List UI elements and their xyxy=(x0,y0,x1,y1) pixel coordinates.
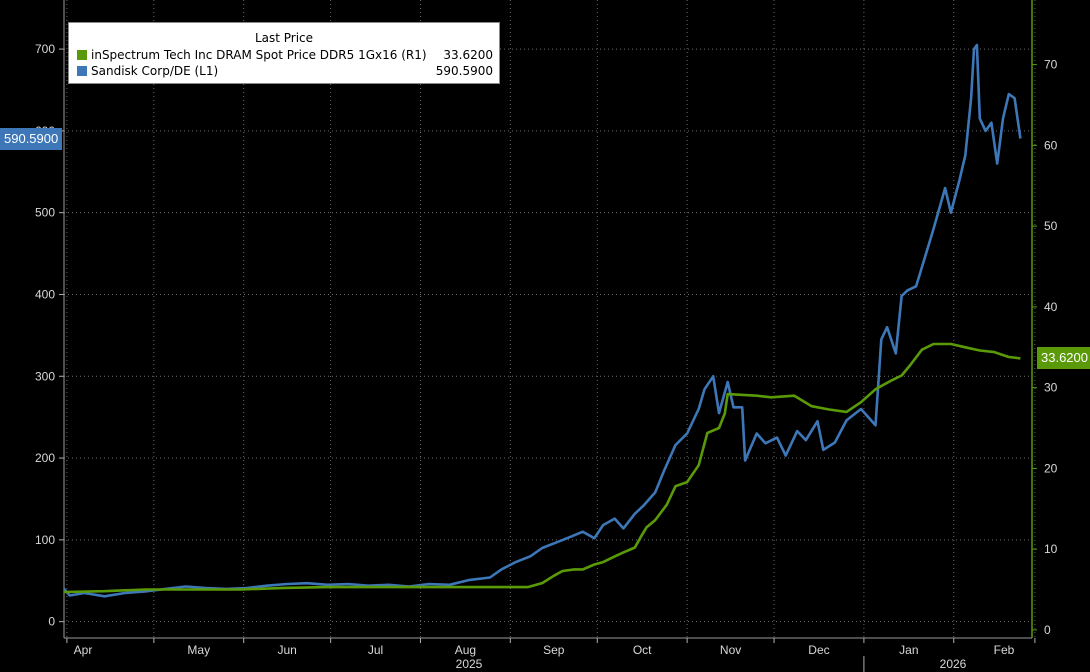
right-axis-tick-label: 70 xyxy=(1044,58,1058,72)
legend-label-dram: inSpectrum Tech Inc DRAM Spot Price DDR5… xyxy=(91,48,427,62)
x-axis-month-label: Sep xyxy=(543,643,565,657)
left-axis-tick-label: 500 xyxy=(35,206,55,220)
right-axis-tick-label: 20 xyxy=(1044,461,1058,475)
x-axis-month-label: May xyxy=(187,643,210,657)
x-axis-month-label: Jan xyxy=(899,643,918,657)
x-axis-month-label: Dec xyxy=(808,643,829,657)
x-axis-month-label: Aug xyxy=(455,643,476,657)
x-axis-month-label: Oct xyxy=(633,643,652,657)
right-axis-tick-label: 40 xyxy=(1044,300,1058,314)
grid-lines xyxy=(64,0,1036,638)
left-axis-tick-label: 100 xyxy=(35,533,55,547)
right-last-value-tag: 33.6200 xyxy=(1037,347,1090,370)
left-axis-tick-label: 300 xyxy=(35,369,55,383)
left-axis-tick-label: 200 xyxy=(35,451,55,465)
right-axis-tick-label: 30 xyxy=(1044,381,1058,395)
x-axis-month-label: Jun xyxy=(277,643,296,657)
x-axis-month-label: Jul xyxy=(368,643,383,657)
series-line-dram xyxy=(63,342,1021,594)
right-axis-tick-label: 0 xyxy=(1044,623,1051,637)
left-axis-tick-label: 0 xyxy=(48,615,55,629)
right-axis-tick-label: 10 xyxy=(1044,542,1058,556)
x-axis-month-label: Apr xyxy=(74,643,93,657)
x-axis-year-label: 2026 xyxy=(940,657,967,671)
series-line-sandisk xyxy=(63,43,1022,598)
legend-swatch-sandisk xyxy=(77,66,87,76)
right-axis-tick-label: 60 xyxy=(1044,138,1058,152)
x-axis-month-label: Feb xyxy=(994,643,1015,657)
legend-title: Last Price xyxy=(254,31,314,45)
right-axis-tick-label: 50 xyxy=(1044,219,1058,233)
left-last-value-tag: 590.5900 xyxy=(0,127,63,150)
left-axis-tick-label: 400 xyxy=(35,287,55,301)
x-axis-month-label: Nov xyxy=(720,643,741,657)
left-axis-tick-label: 700 xyxy=(35,42,55,56)
legend-entry-sandisk: Sandisk Corp/DE (L1) 590.5900 xyxy=(77,64,493,80)
legend-value-sandisk: 590.5900 xyxy=(435,64,493,78)
legend-label-sandisk: Sandisk Corp/DE (L1) xyxy=(91,64,219,78)
legend-entry-dram: inSpectrum Tech Inc DRAM Spot Price DDR5… xyxy=(77,48,493,64)
legend-value-dram: 33.6200 xyxy=(443,48,493,62)
legend-swatch-dram xyxy=(77,50,87,60)
series-layer xyxy=(63,43,1022,598)
x-axis-year-label: 2025 xyxy=(456,657,483,671)
legend: Last Price inSpectrum Tech Inc DRAM Spot… xyxy=(68,22,500,84)
